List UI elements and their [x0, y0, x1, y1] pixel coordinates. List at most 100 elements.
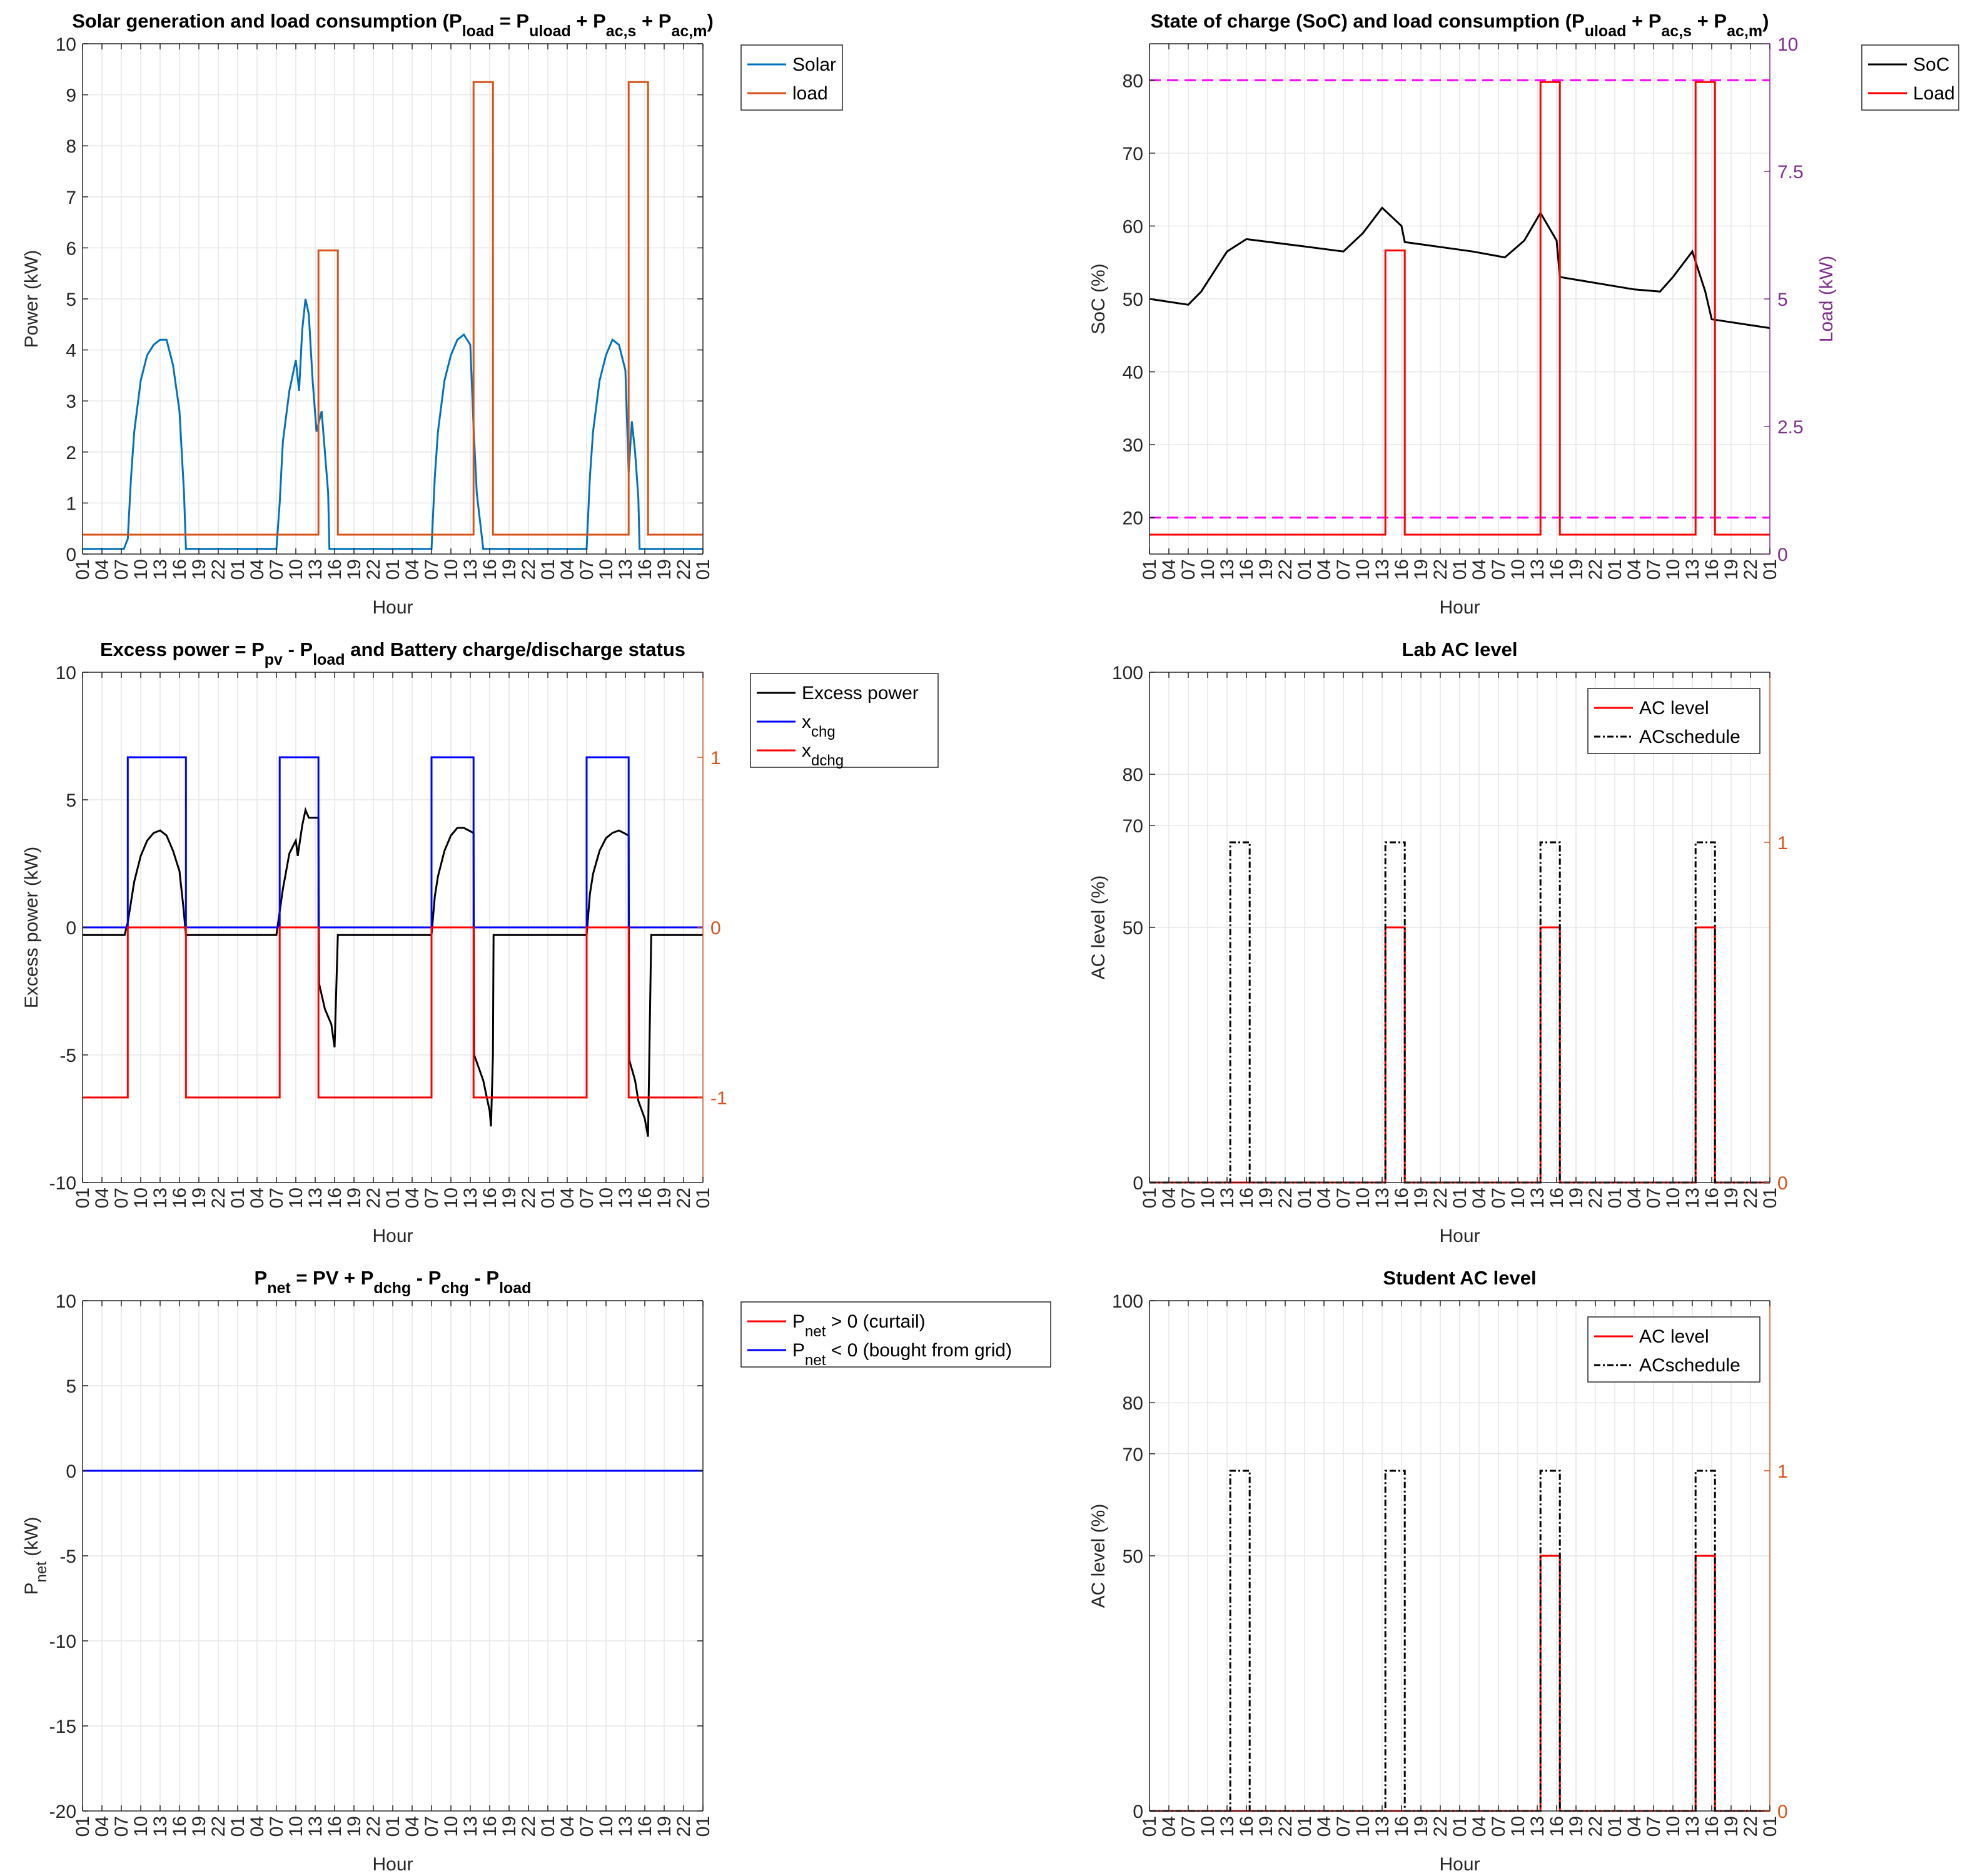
x-tick-label: 19 [189, 1816, 210, 1837]
legend-box [1861, 44, 1959, 111]
subscript-text: ac,s [1661, 23, 1692, 40]
y-tick-label: 100 [1112, 663, 1143, 683]
x-tick-label: 10 [1663, 559, 1684, 580]
x-tick-label: 22 [674, 559, 694, 580]
x-tick-label: 07 [1333, 1816, 1354, 1837]
subscript-text: ac,s [606, 23, 637, 40]
x-tick-label: 13 [1527, 1816, 1548, 1837]
chart-title: Excess power = Ppv - Pload and Battery c… [100, 638, 685, 668]
x-tick-label: 01 [693, 559, 714, 580]
x-tick-label: 22 [1430, 559, 1451, 580]
y-tick-label: 0 [66, 1461, 76, 1482]
x-tick-label: 01 [1760, 1188, 1781, 1208]
x-tick-label: 10 [131, 559, 151, 580]
x-tick-label: 16 [635, 1816, 655, 1837]
chart-title: State of charge (SoC) and load consumpti… [1151, 10, 1769, 40]
subscript-text: net [33, 1561, 50, 1583]
x-tick-label: 22 [518, 559, 539, 580]
text-run: (kW) [21, 1516, 42, 1561]
right-y-tick-label: 5 [1777, 290, 1788, 310]
x-tick-label: 22 [208, 559, 229, 580]
x-tick-label: 16 [480, 1188, 500, 1208]
text-run: < 0 (bought from grid) [826, 1340, 1012, 1361]
x-tick-label: 13 [305, 1188, 326, 1208]
y-axis-label: Excess power (kW) [21, 847, 42, 1008]
x-tick-label: 10 [1353, 1816, 1373, 1837]
x-tick-label: 07 [266, 559, 287, 580]
x-tick-label: 19 [1256, 559, 1276, 580]
x-tick-label: 04 [92, 559, 113, 580]
text-run: = PV + P [291, 1267, 374, 1289]
x-tick-label: 13 [305, 559, 326, 580]
x-tick-label: 19 [1721, 1188, 1742, 1208]
legend-label: Pnet > 0 (curtail) [792, 1311, 926, 1340]
text-run: x [802, 740, 811, 761]
x-axis-label: Hour [372, 1854, 413, 1875]
x-tick-label: 04 [1469, 1188, 1490, 1208]
legend-label: AC level [1639, 698, 1709, 719]
x-tick-label: 19 [1411, 1188, 1432, 1208]
x-tick-label: 19 [1566, 1816, 1587, 1837]
subscript-text: net [267, 1279, 291, 1297]
x-tick-label: 07 [1178, 1816, 1199, 1837]
y-tick-label: 1 [66, 493, 76, 514]
x-tick-label: 04 [557, 559, 578, 580]
text-run: ACschedule [1639, 1355, 1740, 1376]
x-tick-label: 10 [596, 1816, 617, 1837]
right-y-tick-label: 10 [1777, 34, 1798, 55]
y-tick-label: 30 [1123, 435, 1143, 456]
x-tick-label: 10 [286, 1816, 306, 1837]
legend-label: Solar [792, 54, 836, 75]
series-group [83, 81, 703, 550]
y-tick-label: 10 [56, 1291, 76, 1312]
right-y-tick-label: 0 [710, 918, 721, 939]
solar-chart: 0104071013161922010407101316192201040710… [21, 10, 843, 618]
x-tick-label: 07 [111, 1816, 132, 1837]
text-run: Excess power = P [100, 638, 265, 660]
x-tick-label: 04 [1159, 1816, 1179, 1837]
x-tick-label: 22 [208, 1816, 229, 1837]
x-tick-label: 22 [1275, 1816, 1296, 1837]
y-tick-label: 70 [1123, 816, 1143, 837]
y-tick-label: 0 [1133, 1173, 1143, 1194]
pnet-chart: 0104071013161922010407101316192201040710… [21, 1267, 1051, 1875]
y-tick-label: 0 [1133, 1802, 1143, 1822]
text-run: - P [411, 1267, 441, 1289]
soc-chart: 0104071013161922010407101316192201040710… [1088, 10, 1959, 618]
x-tick-label: 16 [325, 1188, 345, 1208]
x-tick-label: 10 [1198, 559, 1218, 580]
x-tick-label: 04 [247, 1816, 268, 1837]
right-y-tick-label: 7.5 [1777, 162, 1804, 183]
x-tick-label: 22 [363, 1188, 384, 1208]
text-run: + P [1626, 10, 1661, 32]
legend-label: SoC [1913, 54, 1949, 75]
x-tick-label: 04 [92, 1188, 113, 1208]
x-tick-label: 07 [1333, 559, 1354, 580]
x-tick-label: 01 [1139, 559, 1160, 580]
text-run: Load [1913, 83, 1955, 104]
x-tick-label: 22 [518, 1188, 539, 1208]
x-tick-label: 13 [615, 1188, 636, 1208]
x-tick-label: 01 [1295, 1188, 1315, 1208]
text-run: AC level [1639, 1326, 1709, 1347]
x-tick-label: 16 [480, 559, 500, 580]
y-tick-label: -5 [59, 1546, 76, 1567]
text-run: > 0 (curtail) [826, 1311, 925, 1332]
y-tick-label: 20 [1123, 508, 1143, 529]
x-tick-label: 13 [1682, 1188, 1703, 1208]
x-tick-label: 04 [1624, 559, 1645, 580]
x-tick-label: 04 [1469, 1816, 1490, 1837]
chart-title: Solar generation and load consumption (P… [72, 10, 714, 40]
y-tick-label: 70 [1123, 144, 1143, 164]
y-tick-label: 80 [1123, 765, 1143, 785]
text-run: - P [469, 1267, 499, 1289]
legend: Pnet > 0 (curtail)Pnet < 0 (bought from … [740, 1301, 1051, 1369]
y-tick-label: 9 [66, 86, 76, 106]
x-tick-label: 01 [383, 1188, 403, 1208]
legend: Solar load [740, 44, 843, 111]
x-tick-label: 01 [1139, 1188, 1160, 1208]
y-tick-label: 5 [66, 1376, 76, 1397]
x-tick-label: 22 [363, 1816, 384, 1837]
x-tick-label: 19 [1721, 559, 1742, 580]
